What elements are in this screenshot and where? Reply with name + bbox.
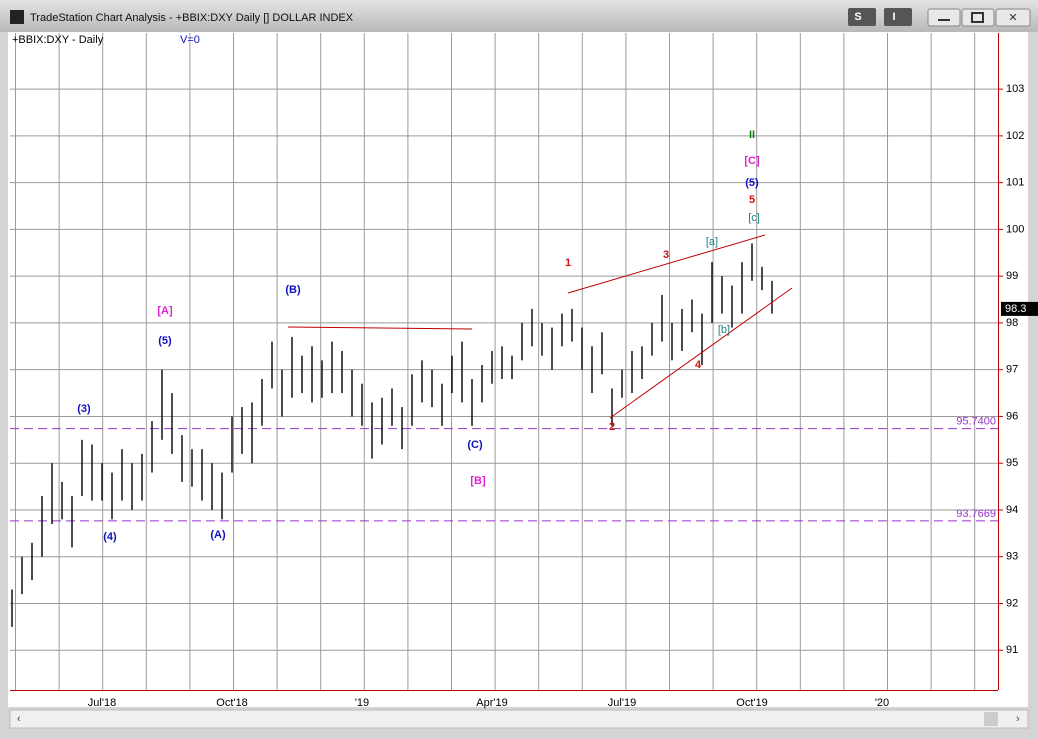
wave-label: [b]	[718, 324, 730, 336]
s-button[interactable]	[848, 8, 876, 26]
restore-button[interactable]	[961, 8, 995, 27]
x-tick-label: Oct'19	[736, 697, 767, 709]
wave-label: 4	[695, 359, 702, 371]
i-button-label[interactable]: I	[892, 11, 895, 23]
y-tick-label: 96	[1006, 410, 1018, 422]
scroll-right[interactable]: ›	[1016, 713, 1020, 725]
y-tick-label: 95	[1006, 457, 1018, 469]
wave-label: (5)	[745, 177, 759, 189]
volume-label: V=0	[180, 34, 200, 46]
last-price-box	[1001, 301, 1038, 316]
symbol-label: +BBIX:DXY - Daily	[12, 34, 104, 46]
y-tick-label: 93	[1006, 551, 1018, 563]
y-tick-label: 99	[1006, 270, 1018, 282]
y-tick-label: 92	[1006, 597, 1018, 609]
wave-label: (B)	[285, 284, 301, 296]
y-tick-label: 98	[1006, 317, 1018, 329]
close-button[interactable]	[995, 8, 1031, 27]
support-label: 95.7400	[956, 416, 996, 428]
i-button[interactable]	[884, 8, 912, 26]
wave-label: (A)	[210, 529, 226, 541]
app-icon	[10, 10, 24, 24]
x-tick-label: '20	[875, 697, 889, 709]
wave-label: 1	[565, 257, 571, 269]
x-tick-label: Oct'18	[216, 697, 247, 709]
y-tick-label: 97	[1006, 364, 1018, 376]
x-tick-label: Apr'19	[476, 697, 507, 709]
wave-label: 5	[749, 194, 755, 206]
minimize-button[interactable]	[927, 8, 961, 27]
trend-lines	[287, 234, 793, 419]
last-price-label: 98.3	[1005, 303, 1026, 315]
wave-label: (4)	[103, 531, 117, 543]
scroll-left[interactable]: ‹	[17, 713, 21, 725]
y-tick-label: 103	[1006, 83, 1024, 95]
s-button-label[interactable]: S	[854, 11, 861, 23]
support-label: 93.7669	[956, 508, 996, 520]
x-tick-label: Jul'18	[88, 697, 116, 709]
wave-label: (C)	[467, 439, 483, 451]
y-tick-label: 101	[1006, 177, 1024, 189]
wave-label: [A]	[157, 305, 173, 317]
wave-label: 3	[663, 249, 669, 261]
wave-label: II	[749, 129, 755, 141]
scrollbar[interactable]	[9, 709, 1029, 729]
y-tick-label: 94	[1006, 504, 1018, 516]
y-tick-label: 91	[1006, 644, 1018, 656]
wave-label: [a]	[706, 236, 718, 248]
wave-label: (5)	[158, 335, 172, 347]
scroll-thumb[interactable]	[984, 712, 998, 726]
window-title: TradeStation Chart Analysis - +BBIX:DXY …	[30, 12, 354, 24]
wave-label: [c]	[748, 212, 760, 224]
x-tick-label: Jul'19	[608, 697, 636, 709]
wave-label: (3)	[77, 403, 91, 415]
month-grid	[10, 33, 998, 690]
y-tick-label: 100	[1006, 223, 1024, 235]
wave-label: 2	[609, 421, 615, 433]
x-tick-label: '19	[355, 697, 369, 709]
wave-label: [C]	[744, 155, 760, 167]
y-tick-label: 102	[1006, 130, 1024, 142]
wave-label: [B]	[470, 475, 486, 487]
svg-text:✕: ✕	[1008, 12, 1017, 24]
